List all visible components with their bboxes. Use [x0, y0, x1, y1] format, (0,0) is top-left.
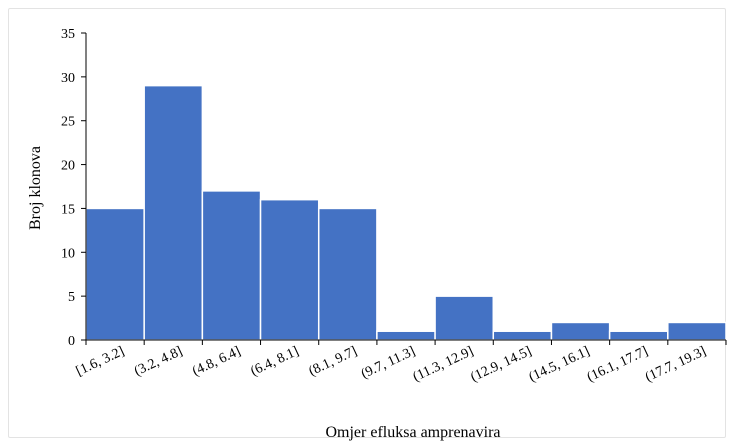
- bar-9: [550, 321, 611, 341]
- bar-3: [201, 190, 262, 341]
- x-axis-title: Omjer efluksa amprenavira: [325, 424, 500, 441]
- x-tick-label: (16.1, 17.7]: [585, 344, 651, 385]
- x-tick-label: (11.3, 12.9]: [411, 344, 476, 385]
- y-tick-label: 15: [61, 202, 75, 217]
- y-tick-label: 0: [68, 334, 75, 349]
- x-tick-label: (9.7, 11.3]: [359, 344, 418, 382]
- y-axis-title: Broj klonova: [27, 146, 44, 230]
- y-tick-label: 35: [61, 27, 75, 42]
- x-tick-label: (12.9, 14.5]: [469, 344, 535, 385]
- bar-5: [317, 207, 378, 341]
- bar-10: [608, 330, 669, 341]
- x-tick-label: (8.1, 9.7]: [307, 344, 360, 379]
- x-axis: [1.6, 3.2] (3.2, 4.8] (4.8, 6.4] (6.4, 8.1]…: [74, 339, 727, 385]
- y-tick-label: 20: [61, 159, 75, 174]
- x-tick-label: (3.2, 4.8]: [132, 344, 185, 379]
- x-tick-label: (14.5, 16.1]: [527, 344, 593, 385]
- y-tick-label: 25: [61, 115, 75, 130]
- x-tick-label: [1.6, 3.2]: [74, 344, 127, 379]
- y-tick-label: 10: [61, 246, 75, 261]
- y-axis: 0 5 10 15 20 25 30 35: [61, 27, 87, 349]
- y-tick-label: 5: [68, 290, 75, 305]
- x-tick-label: (6.4, 8.1]: [248, 344, 301, 379]
- x-tick-label: (4.8, 6.4]: [190, 344, 243, 379]
- y-tick-label: 30: [61, 71, 75, 86]
- bar-4: [259, 198, 320, 341]
- bar-11: [667, 321, 727, 341]
- bar-2: [143, 84, 204, 341]
- bar-6: [376, 330, 436, 341]
- bar-8: [492, 330, 553, 341]
- bars-group: [85, 84, 727, 341]
- bar-7: [434, 295, 495, 341]
- x-tick-label: (17.7, 19.3]: [643, 344, 709, 385]
- bar-1: [85, 207, 145, 341]
